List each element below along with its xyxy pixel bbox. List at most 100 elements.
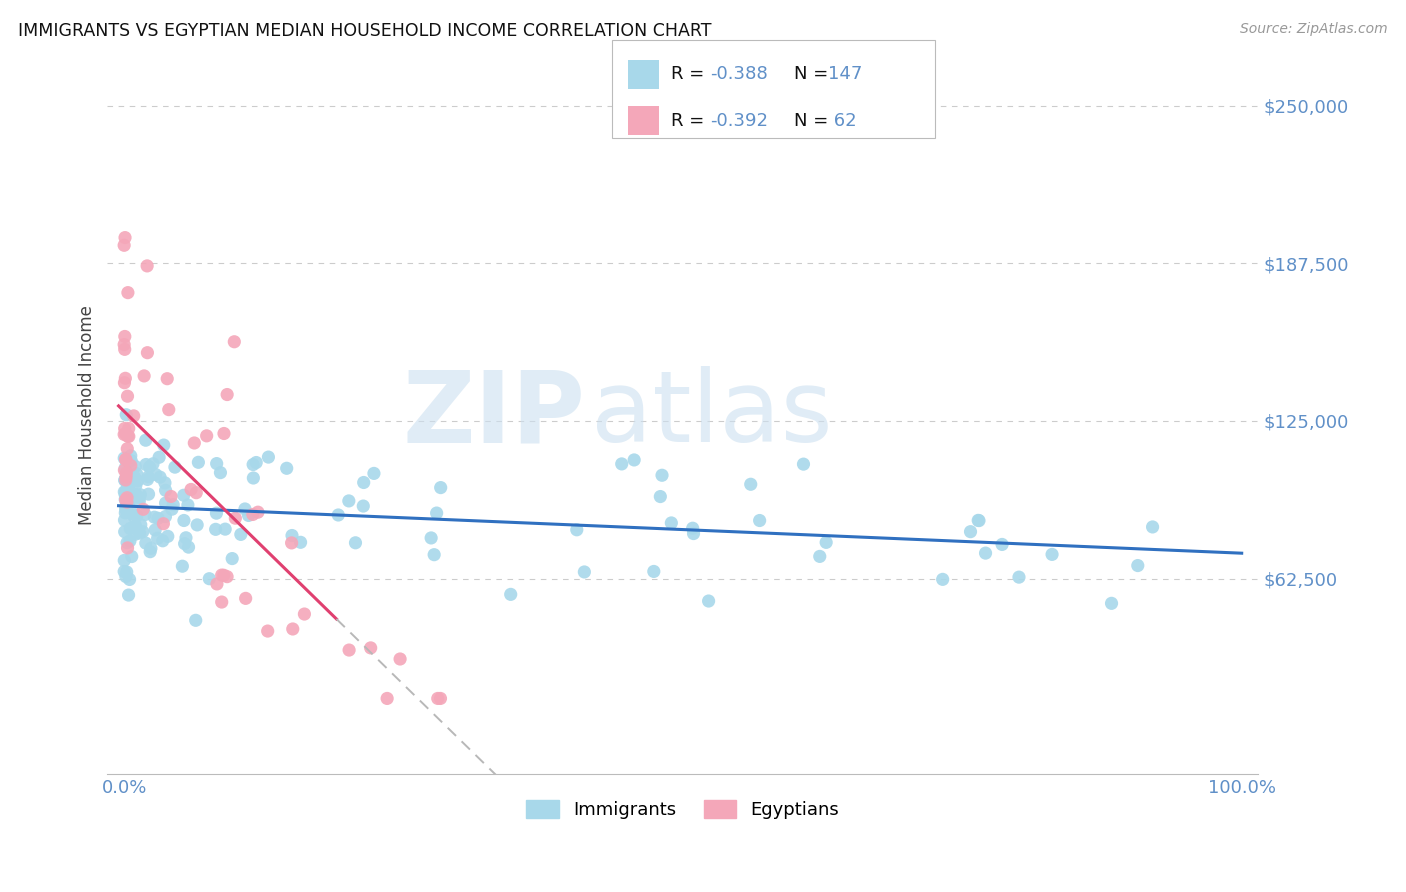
Point — [112, 565, 135, 579]
Point — [114, 329, 136, 343]
Point — [276, 461, 298, 475]
Point — [198, 572, 221, 586]
Point — [117, 442, 139, 456]
Point — [117, 588, 139, 602]
Point — [129, 488, 152, 502]
Point — [187, 455, 209, 469]
Point — [337, 643, 360, 657]
Point — [112, 463, 135, 477]
Point — [211, 568, 233, 582]
Point — [142, 457, 165, 471]
Point — [195, 429, 218, 443]
Point — [136, 345, 159, 359]
Point — [280, 536, 302, 550]
Point — [115, 491, 138, 505]
Point — [212, 426, 235, 441]
Point — [114, 452, 136, 467]
Point — [209, 466, 232, 480]
Point — [114, 513, 136, 527]
Point — [184, 613, 207, 627]
Text: N =: N = — [794, 112, 834, 129]
Point — [118, 573, 141, 587]
Point — [143, 523, 166, 537]
Point — [132, 524, 155, 539]
Point — [124, 459, 146, 474]
Point — [114, 343, 136, 357]
Point — [118, 533, 141, 548]
Point — [217, 569, 239, 583]
Point — [205, 577, 228, 591]
Point — [115, 503, 138, 517]
Point — [114, 426, 136, 441]
Point — [931, 573, 953, 587]
Point — [124, 490, 146, 504]
Point — [115, 502, 138, 516]
Point — [155, 496, 177, 510]
Point — [117, 481, 139, 495]
Point — [1101, 596, 1123, 610]
Point — [204, 522, 226, 536]
Point — [344, 536, 367, 550]
Point — [115, 452, 138, 467]
Point — [565, 523, 588, 537]
Point — [117, 541, 139, 555]
Point — [148, 450, 170, 465]
Text: ZIP: ZIP — [402, 366, 585, 463]
Point — [115, 569, 138, 583]
Point — [114, 371, 136, 385]
Point — [138, 459, 160, 474]
Point — [242, 458, 264, 472]
Point — [118, 421, 141, 435]
Point — [337, 494, 360, 508]
Point — [224, 511, 246, 525]
Point — [429, 481, 451, 495]
Point — [974, 546, 997, 560]
Point — [290, 535, 312, 549]
Point — [145, 467, 167, 482]
Point — [122, 409, 145, 423]
Point — [118, 481, 141, 495]
Point — [152, 438, 174, 452]
Point — [114, 501, 136, 516]
Point — [114, 506, 136, 520]
Point — [360, 640, 382, 655]
Point — [651, 468, 673, 483]
Point — [177, 540, 200, 554]
Point — [125, 508, 148, 523]
Point — [138, 487, 160, 501]
Point — [682, 521, 704, 535]
Point — [120, 468, 142, 483]
Point — [808, 549, 831, 564]
Point — [112, 451, 135, 466]
Point — [120, 453, 142, 467]
Point — [114, 473, 136, 487]
Point — [959, 524, 981, 539]
Point — [146, 511, 169, 525]
Point — [134, 508, 156, 522]
Point — [115, 466, 138, 480]
Point — [114, 492, 136, 507]
Point — [152, 516, 174, 531]
Point — [124, 470, 146, 484]
Text: IMMIGRANTS VS EGYPTIAN MEDIAN HOUSEHOLD INCOME CORRELATION CHART: IMMIGRANTS VS EGYPTIAN MEDIAN HOUSEHOLD … — [18, 22, 711, 40]
Point — [242, 471, 264, 485]
Point — [214, 522, 236, 536]
Point — [643, 565, 665, 579]
Point — [160, 490, 183, 504]
Point — [117, 429, 139, 443]
Point — [128, 494, 150, 508]
Point — [156, 529, 179, 543]
Point — [235, 591, 257, 606]
Point — [352, 499, 374, 513]
Point — [426, 691, 449, 706]
Point — [748, 514, 770, 528]
Point — [163, 460, 186, 475]
Point — [180, 483, 202, 497]
Point — [156, 372, 179, 386]
Point — [129, 517, 152, 532]
Point — [135, 536, 157, 550]
Point — [423, 548, 446, 562]
Point — [112, 337, 135, 351]
Point — [114, 461, 136, 475]
Point — [815, 535, 838, 549]
